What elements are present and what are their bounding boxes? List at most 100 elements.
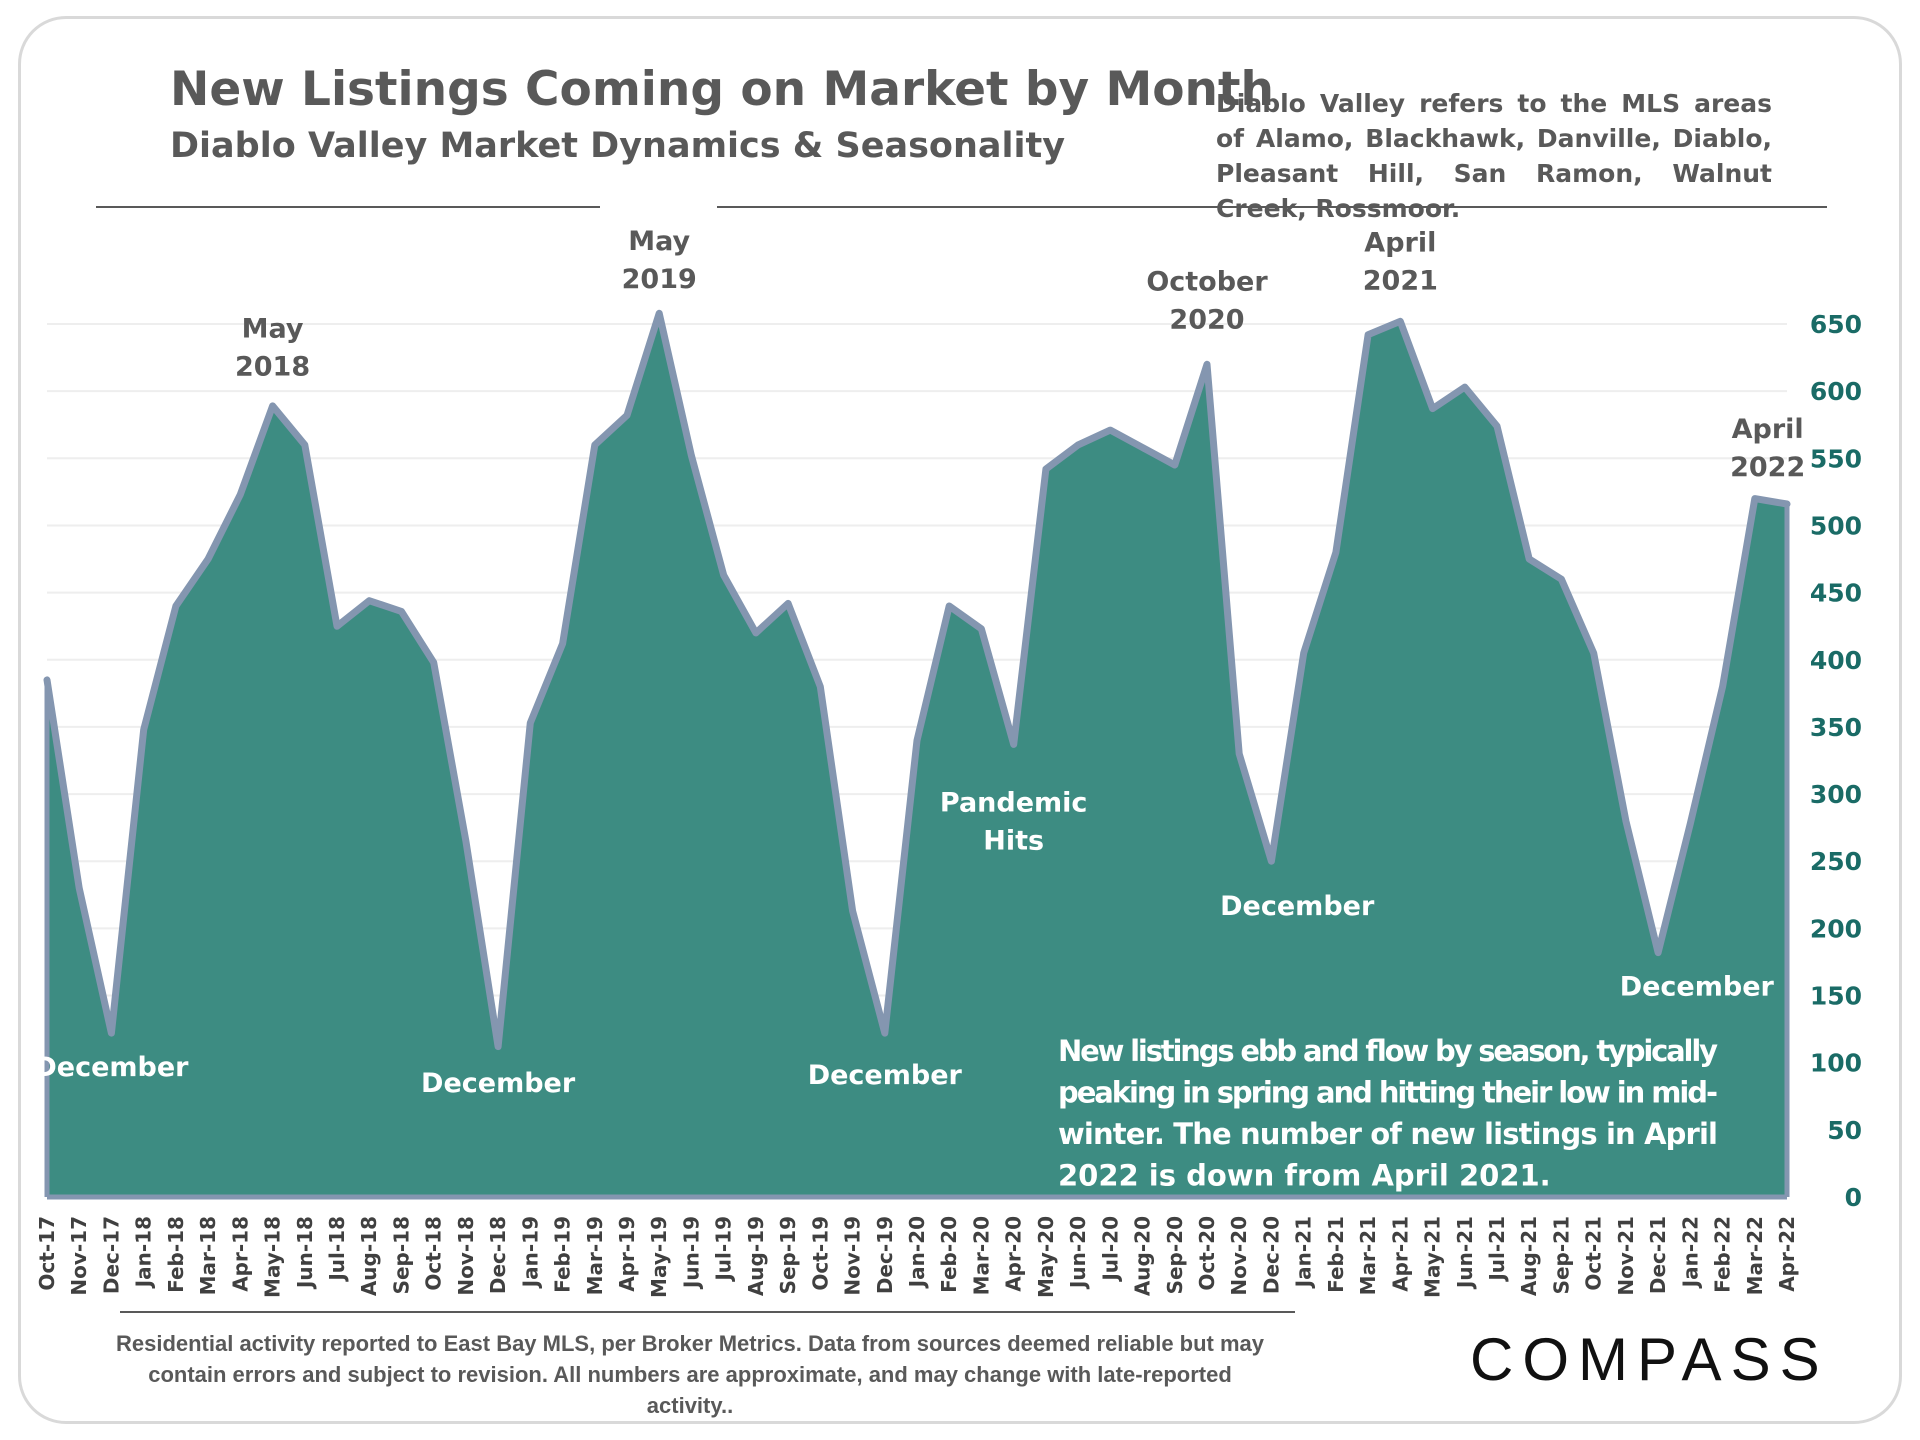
x-tick-label: Jul-19 xyxy=(712,1216,736,1283)
x-tick-label: Feb-22 xyxy=(1711,1216,1735,1293)
data-point xyxy=(592,442,598,448)
data-point xyxy=(882,1030,888,1036)
summary-line: peaking in spring and hitting their low … xyxy=(1058,1076,1718,1110)
x-tick-label: Oct-21 xyxy=(1582,1216,1606,1291)
x-tick-label: Dec-17 xyxy=(99,1216,123,1294)
y-tick-label: 150 xyxy=(1810,982,1862,1011)
annotation-label: December xyxy=(1220,891,1375,922)
data-point xyxy=(1333,549,1339,555)
y-tick-label: 50 xyxy=(1827,1116,1862,1145)
x-tick-label: Mar-19 xyxy=(583,1216,607,1295)
x-tick-label: Apr-22 xyxy=(1775,1216,1799,1292)
x-tick-label: May-18 xyxy=(261,1216,285,1298)
x-tick-label: May-19 xyxy=(647,1216,671,1298)
x-tick-label: Apr-21 xyxy=(1388,1216,1412,1292)
data-point xyxy=(946,603,952,609)
x-tick-label: Nov-18 xyxy=(454,1216,478,1296)
annotation-label: May xyxy=(242,313,304,344)
data-point xyxy=(431,660,437,665)
x-tick-label: Dec-18 xyxy=(486,1216,510,1294)
data-point xyxy=(1397,318,1403,324)
x-tick-label: May-21 xyxy=(1421,1216,1445,1298)
data-point xyxy=(1268,858,1274,864)
data-point xyxy=(1430,406,1436,412)
footer-rule xyxy=(120,1311,1295,1313)
annotation-label: 2021 xyxy=(1363,265,1438,296)
x-axis: Oct-17 Nov-17 Dec-17 Jan-18 Feb-18 Mar-18 Apr-… xyxy=(35,1216,1799,1298)
data-point xyxy=(1494,423,1500,429)
data-point xyxy=(173,603,179,609)
data-point xyxy=(1591,650,1597,656)
summary-text: New listings ebb and flow by season, typ… xyxy=(1058,1034,1718,1193)
x-tick-label: Dec-19 xyxy=(873,1216,897,1294)
x-tick-label: Nov-20 xyxy=(1227,1216,1251,1296)
y-tick-label: 650 xyxy=(1810,310,1862,339)
x-tick-label: Jun-19 xyxy=(679,1216,703,1290)
x-tick-label: May-20 xyxy=(1034,1216,1058,1298)
data-point xyxy=(1107,427,1113,433)
x-tick-label: Jun-20 xyxy=(1066,1216,1090,1290)
x-tick-label: Nov-17 xyxy=(67,1216,91,1296)
data-point xyxy=(1140,445,1146,451)
x-tick-label: Feb-18 xyxy=(164,1216,188,1293)
data-point xyxy=(1462,384,1468,390)
x-tick-label: Jan-18 xyxy=(132,1216,156,1289)
data-point xyxy=(1558,576,1564,582)
data-point xyxy=(624,412,630,418)
data-point xyxy=(1301,650,1307,656)
x-tick-label: Dec-20 xyxy=(1259,1216,1283,1294)
x-tick-label: Aug-21 xyxy=(1517,1216,1541,1296)
x-tick-label: Feb-21 xyxy=(1324,1216,1348,1293)
data-point xyxy=(366,598,372,604)
annotation-label: Pandemic xyxy=(940,788,1088,819)
annotation-label: December xyxy=(34,1052,189,1083)
data-point xyxy=(270,403,276,409)
x-tick-label: Apr-19 xyxy=(615,1216,639,1292)
x-tick-label: Sep-18 xyxy=(389,1216,413,1294)
x-tick-label: Jan-21 xyxy=(1292,1216,1316,1289)
annotation-label: December xyxy=(1620,972,1775,1003)
annotation-label: October xyxy=(1146,266,1268,297)
annotation: December xyxy=(34,1052,189,1083)
annotation-label: May xyxy=(628,226,690,257)
y-tick-label: 550 xyxy=(1810,444,1862,473)
annotation-label: Hits xyxy=(983,826,1044,857)
annotation: October 2020 xyxy=(1146,266,1268,335)
footer-disclaimer: Residential activity reported to East Ba… xyxy=(115,1331,1265,1418)
chart-subtitle: Diablo Valley Market Dynamics & Seasonal… xyxy=(170,126,1066,166)
x-tick-label: Apr-20 xyxy=(1002,1216,1026,1292)
data-point xyxy=(1204,361,1210,367)
data-point xyxy=(495,1044,501,1050)
chart-title: New Listings Coming on Market by Month xyxy=(170,62,1274,117)
annotation: April 2022 xyxy=(1730,414,1805,483)
data-point xyxy=(108,1030,114,1036)
y-tick-label: 0 xyxy=(1845,1183,1862,1212)
annotation-label: 2022 xyxy=(1730,452,1805,483)
annotation-label: April xyxy=(1732,414,1804,445)
annotation-label: December xyxy=(421,1068,576,1099)
summary-line: 2022 is down from April 2021. xyxy=(1058,1159,1551,1193)
x-tick-label: Sep-20 xyxy=(1163,1216,1187,1294)
data-point xyxy=(656,310,662,316)
annotation: May 2019 xyxy=(622,226,697,295)
data-point xyxy=(817,684,823,690)
x-tick-label: Sep-21 xyxy=(1549,1216,1573,1294)
data-point xyxy=(398,608,404,614)
data-point xyxy=(1075,442,1081,448)
data-point xyxy=(1720,684,1726,690)
x-tick-label: Mar-18 xyxy=(196,1216,220,1295)
annotation: December xyxy=(421,1068,576,1099)
data-point xyxy=(527,720,533,726)
x-tick-label: Nov-21 xyxy=(1614,1216,1638,1296)
data-point xyxy=(1365,332,1371,338)
annotation-label: 2018 xyxy=(235,351,310,382)
annotation-label: April xyxy=(1364,227,1436,258)
y-tick-label: 600 xyxy=(1810,377,1862,406)
y-tick-label: 450 xyxy=(1810,579,1862,608)
x-tick-label: Oct-19 xyxy=(808,1216,832,1291)
x-tick-label: Jan-22 xyxy=(1678,1216,1702,1289)
data-point xyxy=(1236,751,1242,757)
y-tick-label: 250 xyxy=(1810,847,1862,876)
data-point xyxy=(302,442,308,448)
